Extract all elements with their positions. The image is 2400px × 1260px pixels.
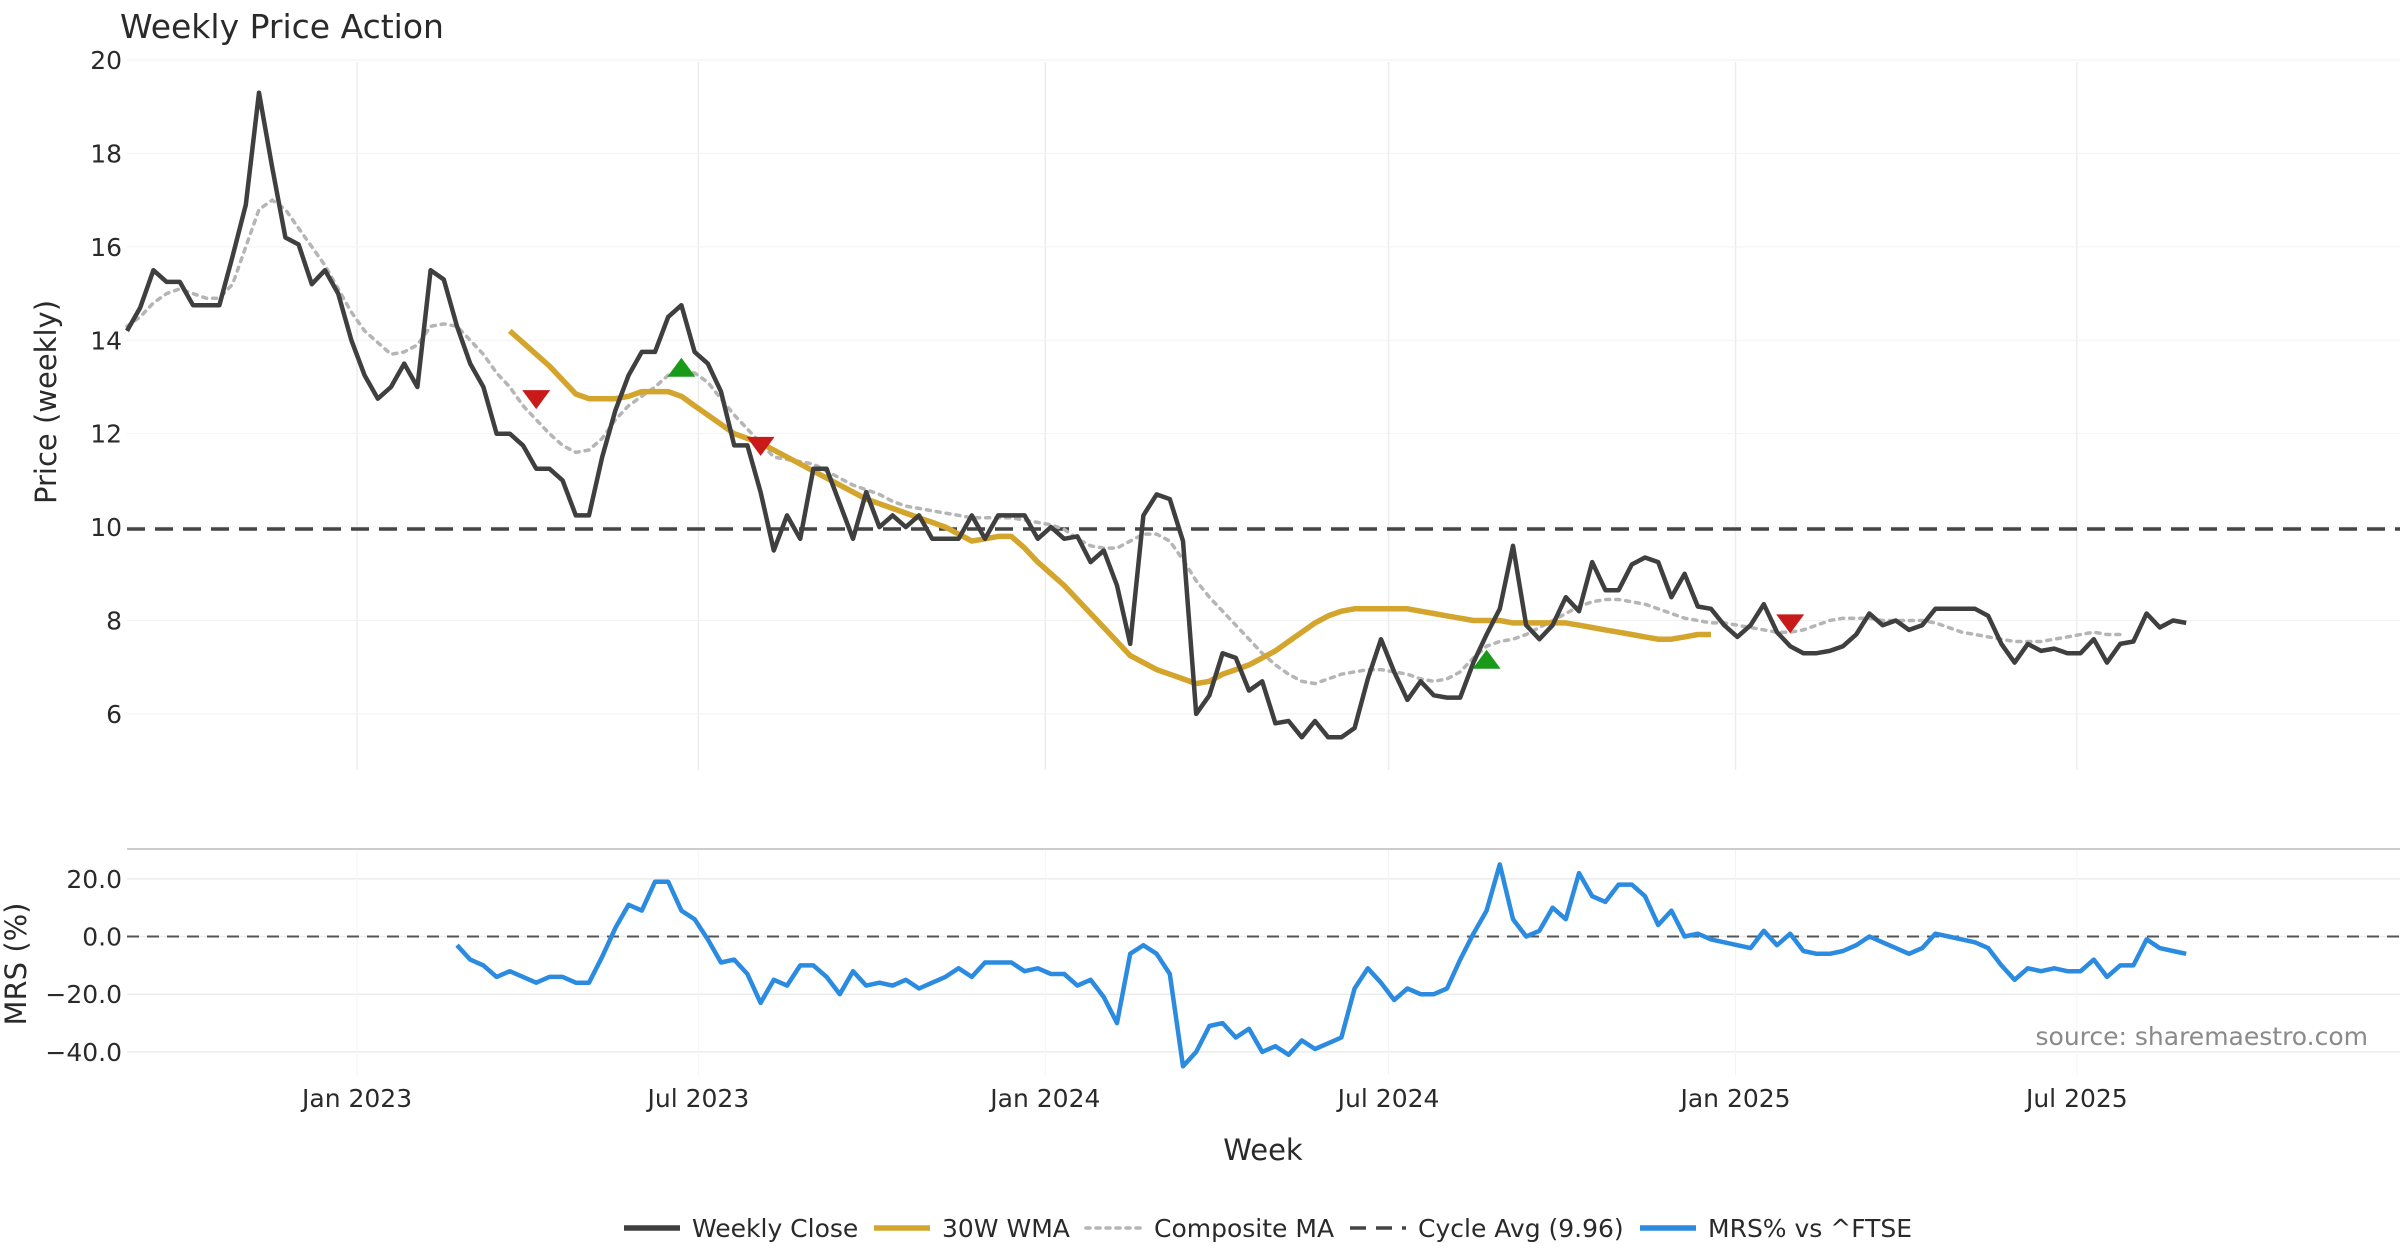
mrs-y-tick-label: −20.0 [45, 980, 122, 1009]
x-tick-label: Jan 2025 [1678, 1084, 1790, 1113]
legend-label: Cycle Avg (9.96) [1418, 1214, 1624, 1243]
mrs-y-ticks: −40.0 −20.0 0.0 20.0 [45, 865, 122, 1067]
price-y-tick-label: 6 [106, 700, 122, 729]
price-y-ticks: 6 8 10 12 14 16 18 20 [90, 46, 122, 729]
mrs-y-tick-label: −40.0 [45, 1038, 122, 1067]
price-y-tick-label: 12 [90, 420, 122, 449]
mrs-y-axis-label: MRS (%) [0, 903, 33, 1026]
x-tick-label: Jan 2023 [300, 1084, 412, 1113]
legend: Weekly Close 30W WMA Composite MA Cycle Avg… [624, 1214, 1912, 1243]
price-y-tick-label: 20 [90, 46, 122, 75]
mrs-y-tick-label: 0.0 [82, 923, 122, 952]
price-y-tick-label: 18 [90, 139, 122, 168]
mrs-line [455, 862, 2187, 1069]
buy-signal-marker [1472, 649, 1501, 669]
mrs-y-tick-label: 20.0 [66, 865, 122, 894]
price-grid [127, 59, 2400, 770]
wma-30w-line [507, 328, 1711, 687]
price-y-tick-label: 8 [106, 607, 122, 636]
legend-label: Weekly Close [692, 1214, 858, 1243]
price-y-tick-label: 16 [90, 233, 122, 262]
price-y-tick-label: 14 [90, 326, 122, 355]
x-tick-label: Jul 2023 [646, 1084, 750, 1113]
price-y-tick-label: 10 [90, 513, 122, 542]
x-ticks: Jan 2023 Jul 2023 Jan 2024 Jul 2024 Jan 2025… [300, 1084, 2128, 1113]
price-y-axis-label: Price (weekly) [29, 300, 63, 504]
legend-label: MRS% vs ^FTSE [1708, 1214, 1912, 1243]
sell-signal-marker [746, 436, 775, 456]
x-tick-label: Jul 2025 [2024, 1084, 2128, 1113]
weekly-close-line [125, 90, 2187, 740]
sell-signal-marker [1776, 614, 1805, 634]
sell-signal-marker [522, 390, 551, 410]
legend-label: 30W WMA [942, 1214, 1070, 1243]
x-axis-label: Week [1223, 1133, 1303, 1167]
chart-title: Weekly Price Action [120, 7, 444, 46]
source-note: source: sharemaestro.com [2036, 1022, 2369, 1051]
legend-label: Composite MA [1154, 1214, 1334, 1243]
signal-markers [522, 357, 1805, 669]
x-tick-label: Jan 2024 [988, 1084, 1100, 1113]
x-tick-label: Jul 2024 [1336, 1084, 1440, 1113]
buy-signal-marker [667, 357, 696, 377]
